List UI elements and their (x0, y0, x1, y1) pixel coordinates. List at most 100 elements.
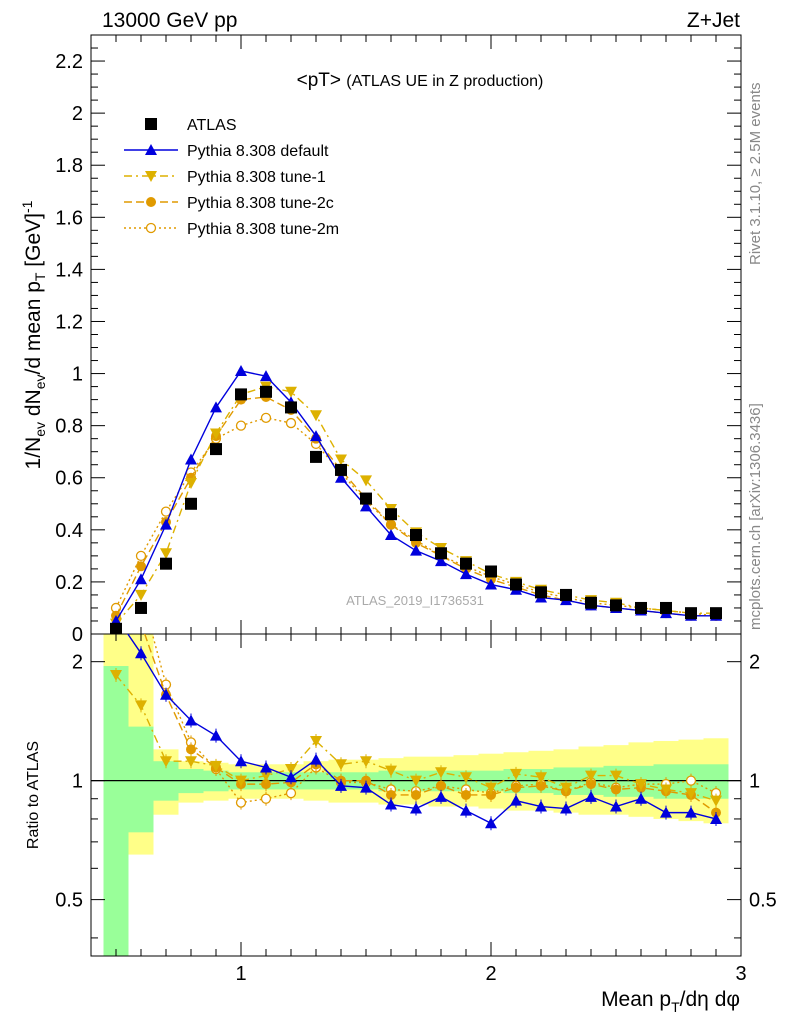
ratio-point (611, 784, 621, 795)
ratio-point (435, 767, 447, 779)
ratio-point (160, 688, 172, 700)
ratio-point (285, 787, 297, 799)
ratio-point (511, 782, 521, 793)
y-tick-label: 2 (72, 103, 83, 125)
legend-label: ATLAS (187, 117, 237, 134)
y-tick-label: 1 (72, 364, 83, 386)
ratio-point (136, 618, 146, 628)
energy-label: 13000 GeV pp (102, 9, 237, 32)
ratio-point (385, 798, 397, 810)
analysis-id: ATLAS_2019_I1736531 (346, 593, 484, 608)
y-tick-label: 0.6 (55, 468, 83, 490)
data-point (160, 548, 172, 560)
ratio-point (335, 779, 347, 791)
ratio-point (285, 764, 297, 776)
data-point (135, 589, 147, 601)
legend-label: Pythia 8.308 default (187, 143, 329, 160)
ratio-point (610, 770, 622, 782)
ratio-point (385, 765, 397, 777)
data-point (685, 607, 697, 620)
legend-marker (145, 222, 157, 234)
legend-label: Pythia 8.308 tune-1 (187, 169, 326, 186)
legend-label: Pythia 8.308 tune-2c (187, 195, 334, 212)
data-point (435, 547, 447, 560)
data-point (360, 492, 372, 505)
ratio-point (185, 714, 197, 726)
ratio-point (510, 768, 522, 780)
data-point (235, 420, 247, 431)
data-point (136, 561, 146, 572)
rivet-label: Rivet 3.1.10, ≥ 2.5M events (747, 83, 764, 266)
ratio-point (685, 775, 697, 786)
data-point (635, 601, 647, 614)
ratio-point (260, 770, 272, 782)
data-point (560, 588, 572, 601)
data-point (585, 596, 597, 609)
main-panel: 0 0.2 0.4 0.6 0.8 1 1.2 1.4 1.6 1.8 2 2.2 (55, 34, 742, 646)
y-tick-label-right: 0.5 (749, 890, 777, 912)
ratio-point (485, 782, 497, 794)
ratio-point (685, 806, 697, 818)
x-axis-label: Mean pT/dη dφ (601, 988, 740, 1015)
ratio-point (710, 795, 722, 807)
data-point (260, 385, 272, 398)
data-point (435, 555, 447, 567)
chart-title: <pT> (ATLAS UE in Z production) (297, 70, 544, 91)
ratio-point (436, 780, 446, 791)
data-point (310, 410, 322, 422)
ratio-point (536, 780, 546, 791)
ratio-point (112, 518, 121, 527)
data-point (285, 386, 297, 398)
data-point (210, 428, 222, 440)
green-band-bin (128, 726, 154, 833)
ratio-point (586, 779, 596, 790)
legend-label: Pythia 8.308 tune-2m (187, 221, 339, 238)
data-point (285, 417, 297, 429)
data-point (235, 388, 247, 401)
data-point (185, 453, 197, 465)
ratio-point (310, 753, 322, 765)
data-point (335, 471, 347, 483)
data-point (135, 550, 147, 562)
y-tick-label: 0.2 (55, 572, 83, 594)
data-point (360, 500, 372, 512)
ratio-point (535, 800, 547, 812)
ratio-point (435, 790, 447, 802)
ratio-point (411, 789, 421, 800)
series-1-ratio (126, 634, 722, 831)
ratio-point (235, 775, 247, 787)
legend: ATLAS Pythia 8.308 default Pythia 8.308 tu… (124, 117, 339, 238)
data-point (185, 477, 197, 489)
ratio-point (260, 793, 272, 804)
ratio-point (710, 812, 722, 824)
ratio-point (110, 670, 122, 682)
ratio-point (460, 804, 472, 816)
data-point (710, 607, 722, 620)
ratio-point (186, 744, 196, 755)
legend-marker (145, 144, 157, 155)
ratio-point (361, 775, 371, 786)
ratio-point (235, 797, 247, 808)
data-point (135, 601, 147, 614)
ratio-point (235, 755, 247, 767)
y-tick-label: 0 (72, 624, 83, 646)
data-point (310, 430, 322, 442)
y-tick-label: 2.2 (55, 51, 83, 73)
data-point (160, 557, 172, 570)
ratio-point (135, 647, 147, 659)
ratio-point (535, 772, 547, 784)
y-tick-label: 0.5 (55, 890, 83, 912)
process-label: Z+Jet (687, 9, 740, 32)
data-point (260, 412, 272, 423)
data-point (135, 573, 147, 585)
data-point (310, 450, 322, 463)
data-point (335, 454, 347, 466)
data-point (360, 475, 372, 487)
y-axis-label-ratio: Ratio to ATLAS (25, 741, 42, 849)
ratio-point (560, 802, 572, 814)
ratio-point (285, 771, 297, 783)
data-point (410, 544, 422, 556)
ratio-point (585, 770, 597, 782)
ratio-point (335, 759, 347, 771)
y-tick-label: 2 (72, 652, 83, 674)
